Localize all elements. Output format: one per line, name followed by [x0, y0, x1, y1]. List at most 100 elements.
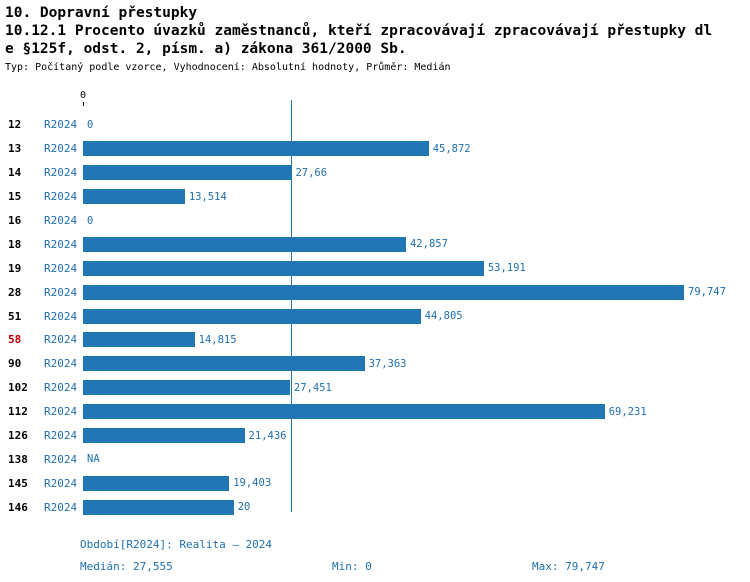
value-bar	[83, 260, 484, 276]
value-bar	[83, 332, 195, 348]
row-category-label: 112	[8, 405, 28, 419]
value-label: 42,857	[409, 238, 448, 251]
row-period-label: R2024	[44, 357, 78, 371]
chart-row: 28 R2024 79,747	[0, 280, 750, 304]
row-period-label: R2024	[44, 285, 78, 299]
bar-track: 42,857	[83, 236, 684, 252]
row-period-label: R2024	[44, 500, 78, 514]
chart-row: 146 R2024 20	[0, 495, 750, 519]
value-label: 0	[87, 214, 94, 227]
row-category-label: 14	[8, 166, 22, 180]
bar-track: 21,436	[83, 428, 684, 444]
bar-track: 14,815	[83, 332, 684, 348]
row-period-label: R2024	[44, 214, 78, 227]
value-bar	[83, 236, 406, 252]
bar-track: 27,66	[83, 165, 684, 181]
row-category-label: 15	[8, 190, 22, 204]
value-label: 27,66	[295, 166, 328, 179]
row-period-label: R2024	[44, 118, 78, 132]
chart-row: 58 R2024 14,815	[0, 328, 750, 352]
chart-row: 16 R2024 0	[0, 209, 750, 233]
row-category-label: 58	[8, 333, 22, 347]
chart-rows: 12 R2024 0 13 R2024 45,872 14 R2024 27,66 15 R2024…	[0, 113, 750, 519]
value-bar	[83, 428, 245, 444]
value-bar	[83, 284, 684, 300]
median-line	[290, 100, 292, 512]
bar-track: 13,514	[83, 189, 684, 205]
row-category-label: 18	[8, 237, 22, 251]
row-period-label: R2024	[44, 190, 78, 204]
value-bar	[83, 189, 185, 205]
chart-row: 138 R2024 NA	[0, 447, 750, 471]
value-label: 79,747	[688, 286, 726, 299]
value-label: 44,805	[424, 310, 463, 323]
chart-row: 15 R2024 13,514	[0, 185, 750, 209]
chart-row: 112 R2024 69,231	[0, 400, 750, 424]
bar-track: 20	[83, 499, 684, 515]
value-label: 37,363	[368, 357, 407, 370]
value-label: 27,451	[293, 381, 332, 394]
value-bar	[83, 308, 421, 324]
chart-row: 12 R2024 0	[0, 113, 750, 137]
value-label: 13,514	[188, 190, 227, 203]
row-period-label: R2024	[44, 429, 78, 443]
chart-row: 102 R2024 27,451	[0, 376, 750, 400]
value-bar	[83, 380, 290, 396]
row-period-label: R2024	[44, 166, 78, 180]
row-period-label: R2024	[44, 142, 78, 156]
value-label: 14,815	[198, 333, 237, 346]
chart-subtitle-line2: e §125f, odst. 2, písm. a) zákona 361/20…	[5, 41, 407, 57]
bar-chart: 0 12 R2024 0 13 R2024 45,872 14 R2024 27,66 15 R20…	[0, 90, 750, 526]
chart-subtitle-line1: 10.12.1 Procento úvazků zaměstnanců, kte…	[5, 23, 713, 39]
value-label: 45,872	[432, 142, 471, 155]
max-stat-label: Max: 79,747	[532, 560, 605, 573]
row-period-label: R2024	[44, 309, 78, 323]
row-category-label: 138	[8, 452, 28, 466]
chart-row: 18 R2024 42,857	[0, 232, 750, 256]
row-category-label: 145	[8, 476, 28, 490]
period-label: Období[R2024]: Realita – 2024	[80, 538, 273, 551]
row-period-label: R2024	[44, 452, 78, 466]
row-category-label: 16	[8, 214, 22, 227]
row-category-label: 51	[8, 309, 22, 323]
row-period-label: R2024	[44, 261, 78, 275]
value-bar	[83, 356, 365, 372]
bar-track: 19,403	[83, 475, 684, 491]
value-label: 69,231	[608, 405, 647, 418]
value-bar	[83, 165, 292, 181]
chart-row: 19 R2024 53,191	[0, 256, 750, 280]
chart-row: 145 R2024 19,403	[0, 471, 750, 495]
row-period-label: R2024	[44, 381, 78, 395]
value-label: 19,403	[233, 477, 272, 490]
chart-row: 14 R2024 27,66	[0, 161, 750, 185]
bar-track: NA	[83, 452, 684, 467]
row-category-label: 13	[8, 142, 22, 156]
row-category-label: 28	[8, 285, 22, 299]
row-category-label: 146	[8, 500, 28, 514]
row-category-label: 126	[8, 429, 28, 443]
bar-track: 27,451	[83, 380, 684, 396]
row-category-label: 102	[8, 381, 28, 395]
value-bar	[83, 404, 605, 420]
row-category-label: 12	[8, 118, 22, 132]
bar-track: 44,805	[83, 308, 684, 324]
value-bar	[83, 141, 429, 157]
row-period-label: R2024	[44, 405, 78, 419]
row-period-label: R2024	[44, 476, 78, 490]
value-label: 0	[87, 118, 94, 131]
value-label: NA	[87, 453, 100, 466]
value-bar	[83, 475, 230, 491]
min-stat-label: Min: 0	[332, 560, 372, 573]
bar-track: 0	[83, 117, 684, 132]
x-axis-tick-label: 0	[79, 90, 87, 101]
chart-row: 51 R2024 44,805	[0, 304, 750, 328]
bar-track: 37,363	[83, 356, 684, 372]
row-category-label: 19	[8, 261, 22, 275]
chart-row: 126 R2024 21,436	[0, 424, 750, 448]
report-header: 10. Dopravní přestupky 10.12.1 Procento …	[5, 4, 712, 73]
bar-track: 69,231	[83, 404, 684, 420]
value-label: 20	[237, 501, 251, 514]
row-period-label: R2024	[44, 237, 78, 251]
chart-row: 90 R2024 37,363	[0, 352, 750, 376]
row-period-label: R2024	[44, 333, 78, 347]
